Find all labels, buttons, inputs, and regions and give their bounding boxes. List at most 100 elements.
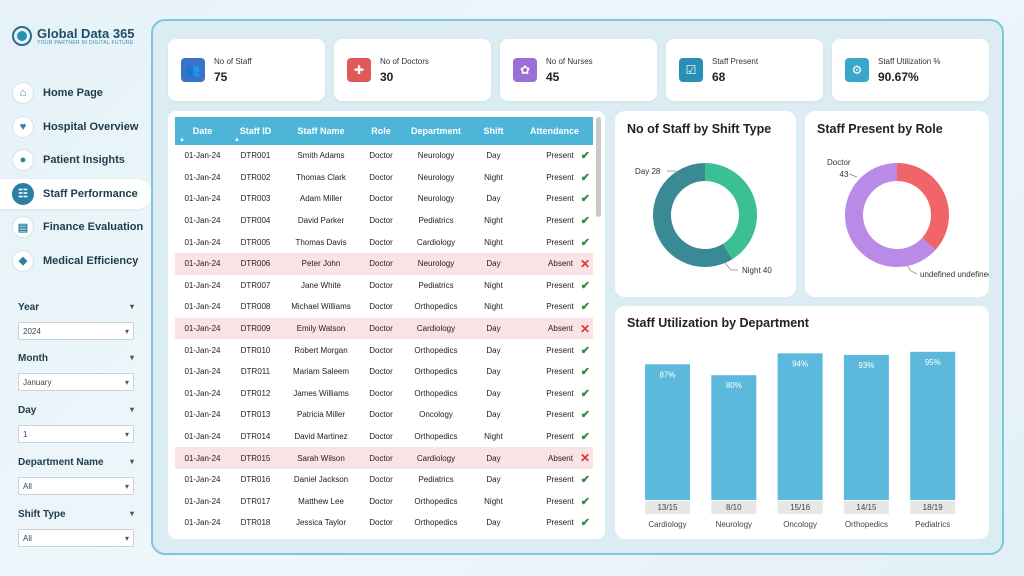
check-icon: ✔ bbox=[580, 344, 590, 357]
nav-item-label: Medical Efficiency bbox=[43, 254, 139, 267]
nurse-icon: ✿ bbox=[513, 58, 537, 82]
filter-label-text: Department Name bbox=[18, 457, 104, 468]
chevron-down-icon[interactable]: ▾ bbox=[124, 533, 129, 543]
column-header[interactable]: Department bbox=[401, 117, 471, 145]
nav-item-home-page[interactable]: ⌂ Home Page bbox=[0, 78, 152, 108]
cell-text: Orthopedics bbox=[414, 432, 458, 442]
nav-item-finance-evaluation[interactable]: ▤ Finance Evaluation bbox=[0, 212, 152, 242]
column-header[interactable]: Attendance bbox=[516, 117, 593, 145]
cell-text: 01-Jan-24 bbox=[184, 453, 221, 463]
table-row[interactable]: 01-Jan-24 DTR005 Thomas Davis Doctor Cardiol… bbox=[175, 231, 593, 253]
table-row[interactable]: 01-Jan-24 DTR007 Jane White Doctor Pediatric… bbox=[175, 275, 593, 297]
table-cell: DTR014 bbox=[230, 426, 281, 448]
table-row[interactable]: 01-Jan-24 DTR017 Matthew Lee Doctor Orthoped… bbox=[175, 491, 593, 513]
table-row[interactable]: 01-Jan-24 DTR003 Adam Miller Doctor Neurolog… bbox=[175, 188, 593, 210]
table-row[interactable]: 01-Jan-24 DTR001 Smith Adams Doctor Neurolog… bbox=[175, 145, 593, 167]
donut-slice-night bbox=[653, 163, 733, 267]
table-row[interactable]: 01-Jan-24 DTR012 James Williams Doctor Ortho… bbox=[175, 383, 593, 405]
chevron-down-icon[interactable]: ▾ bbox=[124, 377, 129, 387]
nav-item-label: Patient Insights bbox=[43, 154, 125, 167]
table-cell: Doctor bbox=[361, 383, 401, 405]
filter-dropdown[interactable]: All ▾ bbox=[18, 477, 134, 495]
utilization-bar-chart: 87% 13/15 Cardiology 80% 8/10 Neurology 94% 15/… bbox=[645, 351, 956, 529]
filter-dropdown[interactable]: 1 ▾ bbox=[18, 425, 134, 443]
table-row[interactable]: 01-Jan-24 DTR002 Thomas Clark Doctor Neurolo… bbox=[175, 167, 593, 189]
column-header[interactable]: Staff Name bbox=[281, 117, 361, 145]
chevron-down-icon[interactable]: ▾ bbox=[124, 326, 129, 336]
table-row[interactable]: 01-Jan-24 DTR015 Sarah Wilson Doctor Cardiol… bbox=[175, 447, 593, 469]
sort-icon[interactable]: ▲ bbox=[179, 137, 185, 143]
main-panel: 👥 No of Staff 75 ✚ No of Doctors 30 ✿ No of Nur… bbox=[151, 19, 1004, 555]
table-scrollbar[interactable] bbox=[596, 117, 601, 217]
nav-item-hospital-overview[interactable]: ♥ Hospital Overview bbox=[0, 112, 152, 142]
filter-value: January bbox=[23, 377, 52, 387]
table-row[interactable]: 01-Jan-24 DTR016 Daniel Jackson Doctor Pedia… bbox=[175, 469, 593, 491]
cell-text: Neurology bbox=[417, 172, 455, 182]
filter-label[interactable]: Day ▾ bbox=[18, 405, 134, 419]
chevron-down-icon[interactable]: ▾ bbox=[129, 509, 134, 518]
chevron-down-icon[interactable]: ▾ bbox=[124, 429, 129, 439]
ratio-label: 18/19 bbox=[923, 503, 944, 512]
cell-text: 01-Jan-24 bbox=[184, 496, 221, 506]
table-cell: DTR016 bbox=[230, 469, 281, 491]
column-header[interactable]: Shift bbox=[471, 117, 516, 145]
table-row[interactable]: 01-Jan-24 DTR018 Jessica Taylor Doctor Ortho… bbox=[175, 512, 593, 534]
table-row[interactable]: 01-Jan-24 DTR011 Mariam Saleem Doctor Orthop… bbox=[175, 361, 593, 383]
cell-text: Day bbox=[486, 410, 501, 420]
category-tick-label: Neurology bbox=[716, 520, 752, 529]
kpi-card: ✿ No of Nurses 45 bbox=[500, 39, 657, 101]
table-row[interactable]: 01-Jan-24 DTR009 Emily Watson Doctor Cardiol… bbox=[175, 317, 593, 340]
table-row[interactable]: 01-Jan-24 DTR010 Robert Morgan Doctor Orthop… bbox=[175, 339, 593, 361]
column-header[interactable]: Staff ID ▲ bbox=[230, 117, 281, 145]
chevron-down-icon[interactable]: ▾ bbox=[129, 457, 134, 466]
table-row[interactable]: 01-Jan-24 DTR006 Peter John Doctor Neurology… bbox=[175, 252, 593, 275]
table-cell: Absent ✕ bbox=[516, 317, 593, 340]
bar-pediatrics bbox=[910, 351, 956, 500]
cell-text: Night bbox=[484, 237, 503, 247]
filter-dropdown[interactable]: All ▾ bbox=[18, 529, 134, 547]
cell-text: 01-Jan-24 bbox=[184, 324, 221, 334]
filter-label[interactable]: Month ▾ bbox=[18, 353, 134, 367]
table-cell: DTR001 bbox=[230, 145, 281, 167]
cell-text: DTR007 bbox=[240, 280, 271, 290]
chevron-down-icon[interactable]: ▾ bbox=[129, 353, 134, 362]
cell-text: 01-Jan-24 bbox=[184, 237, 221, 247]
column-header[interactable]: Date ▲ bbox=[175, 117, 230, 145]
table-cell: Cardiology bbox=[401, 231, 471, 253]
nav-item-label: Staff Performance bbox=[43, 187, 138, 200]
nav-item-medical-efficiency[interactable]: ◆ Medical Efficiency bbox=[0, 246, 152, 276]
column-header[interactable]: Role bbox=[361, 117, 401, 145]
filter-dropdown[interactable]: 2024 ▾ bbox=[18, 322, 134, 340]
cell-text: Doctor bbox=[369, 410, 393, 420]
filter-value: All bbox=[23, 481, 32, 491]
table-cell: Sarah Wilson bbox=[281, 447, 361, 469]
filter-label[interactable]: Department Name ▾ bbox=[18, 457, 134, 471]
table-cell: Present ✔ bbox=[516, 491, 593, 513]
ratio-label: 8/10 bbox=[726, 503, 742, 512]
donut-label: undefined undefined bbox=[920, 270, 989, 279]
filter-label[interactable]: Shift Type ▾ bbox=[18, 509, 134, 523]
table-row[interactable]: 01-Jan-24 DTR008 Michael Williams Doctor Ort… bbox=[175, 296, 593, 318]
table-cell: Present ✔ bbox=[516, 210, 593, 232]
chevron-down-icon[interactable]: ▾ bbox=[124, 481, 129, 491]
nav-item-patient-insights[interactable]: ● Patient Insights bbox=[0, 145, 152, 175]
table-cell: Present ✔ bbox=[516, 231, 593, 253]
column-header-label: Department bbox=[410, 126, 461, 136]
chevron-down-icon[interactable]: ▾ bbox=[129, 302, 134, 311]
cell-text: DTR012 bbox=[240, 388, 271, 398]
table-row[interactable]: 01-Jan-24 DTR013 Patricia Miller Doctor Onco… bbox=[175, 404, 593, 426]
kpi-value: 68 bbox=[712, 70, 726, 84]
table-row[interactable]: 01-Jan-24 DTR004 David Parker Doctor Pediatr… bbox=[175, 210, 593, 232]
table-cell: James Williams bbox=[281, 383, 361, 405]
table-cell: Pediatrics bbox=[401, 210, 471, 232]
table-cell: Present ✔ bbox=[516, 145, 593, 167]
filter-dropdown[interactable]: January ▾ bbox=[18, 373, 134, 391]
nav-item-staff-performance[interactable]: ☷ Staff Performance bbox=[0, 178, 152, 209]
chevron-down-icon[interactable]: ▾ bbox=[129, 405, 134, 414]
filter-label[interactable]: Year ▾ bbox=[18, 302, 134, 316]
cell-text: Neurology bbox=[417, 151, 455, 161]
table-cell: Night bbox=[471, 167, 516, 189]
table-row[interactable]: 01-Jan-24 DTR014 David Martinez Doctor Ortho… bbox=[175, 426, 593, 448]
sort-icon[interactable]: ▲ bbox=[234, 137, 240, 143]
nav-item-label: Home Page bbox=[43, 87, 103, 99]
